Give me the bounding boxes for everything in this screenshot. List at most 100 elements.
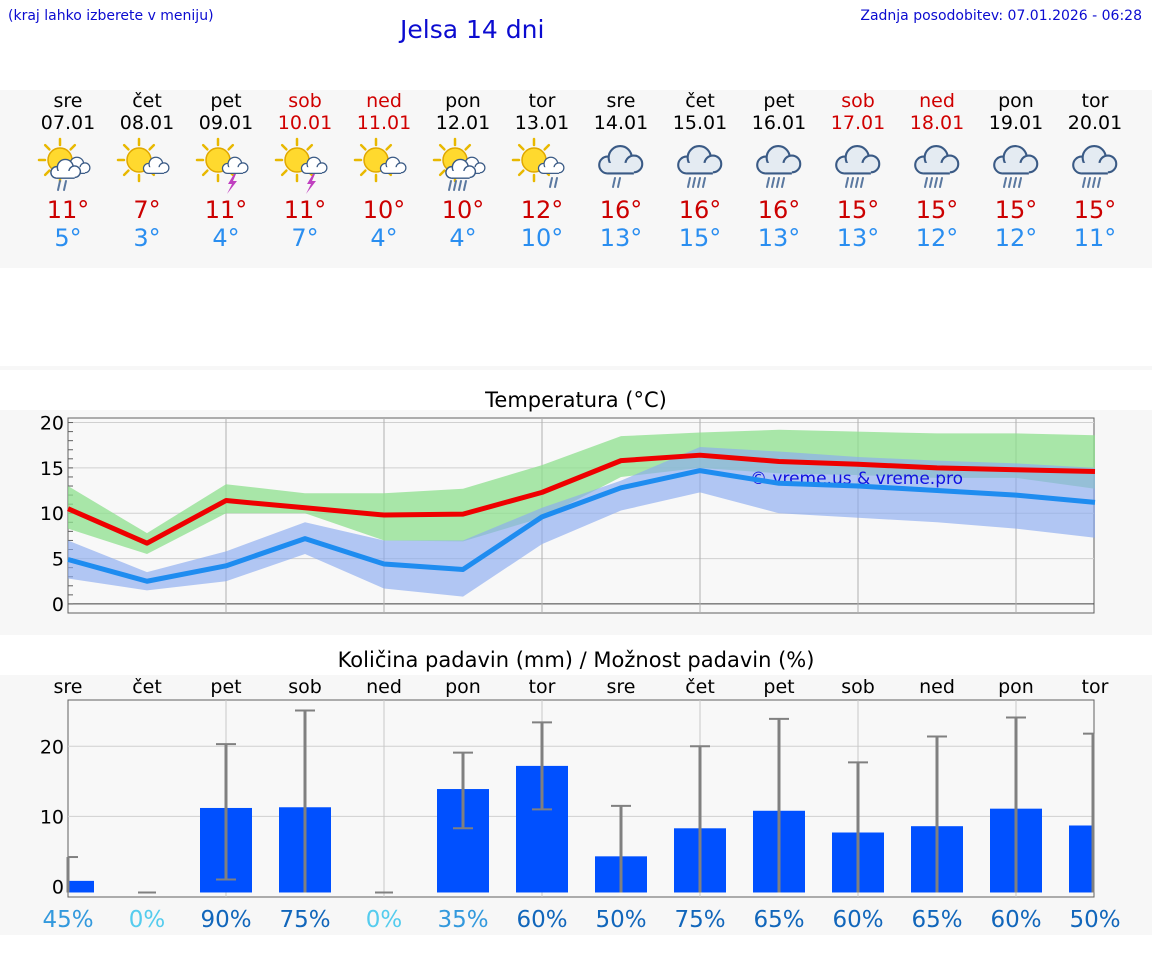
y-tick-label: 10	[40, 806, 64, 828]
cloud-heavy-rain-icon	[1072, 145, 1118, 188]
day-column: sre 14.01 16° 13°	[581, 90, 661, 252]
min-temperature: 4°	[370, 224, 398, 252]
day-name: pet	[210, 90, 242, 112]
lightning-bolt	[227, 174, 237, 194]
precipitation-chart-title: Količina padavin (mm) / Možnost padavin …	[337, 648, 815, 672]
day-date: 08.01	[119, 112, 175, 134]
cloud-shape	[677, 145, 723, 175]
day-name: čet	[685, 90, 715, 112]
rain-drops	[612, 177, 621, 188]
day-name: tor	[528, 90, 556, 112]
day-name: ned	[366, 90, 402, 112]
page-title: Jelsa 14 dni	[400, 15, 545, 44]
min-temperature: 11°	[1073, 224, 1117, 252]
category-label: čet	[685, 676, 715, 698]
min-temperature: 12°	[994, 224, 1038, 252]
max-temperature: 15°	[915, 196, 959, 224]
location-hint[interactable]: (kraj lahko izberete v meniju)	[8, 8, 214, 24]
category-label: ned	[366, 676, 402, 698]
day-column: tor 20.01 15° 11°	[1055, 90, 1135, 252]
category-label: ned	[919, 676, 955, 698]
y-tick-label: 20	[40, 736, 64, 758]
rain-drops	[57, 180, 67, 191]
day-column: tor 13.01 12° 10°	[502, 90, 582, 252]
cloud-shape	[445, 158, 477, 179]
day-date: 19.01	[988, 112, 1044, 134]
precipitation-probability: 75%	[674, 907, 725, 933]
day-name: sre	[53, 90, 83, 112]
max-temperature: 7°	[133, 196, 161, 224]
day-date: 07.01	[40, 112, 96, 134]
category-label: sre	[607, 676, 636, 698]
rain-drops	[1003, 177, 1022, 188]
sun-cloud-thunder-icon	[195, 137, 249, 194]
rain-drops	[549, 177, 558, 188]
precipitation-probability: 65%	[753, 907, 804, 933]
max-temperature: 16°	[678, 196, 722, 224]
day-name: sre	[606, 90, 636, 112]
rain-drops	[845, 177, 864, 188]
category-label: pet	[763, 676, 794, 698]
rain-drops	[687, 177, 706, 188]
max-temperature: 15°	[1073, 196, 1117, 224]
rain-drops	[766, 177, 785, 188]
precipitation-probability: 60%	[832, 907, 883, 933]
category-label: pet	[210, 676, 241, 698]
min-temperature: 13°	[599, 224, 643, 252]
day-column: pon 12.01 10° 4°	[423, 90, 503, 252]
max-temperature: 11°	[46, 196, 90, 224]
y-tick-label: 20	[40, 413, 64, 435]
cloud-shape	[756, 145, 802, 175]
max-temperature: 15°	[994, 196, 1038, 224]
precipitation-probability: 60%	[990, 907, 1041, 933]
precipitation-probability: 35%	[437, 907, 488, 933]
min-temperature: 15°	[678, 224, 722, 252]
daily-forecast: sre 07.01 11° 5° čet 08.01 7° 3° pet 09.01 11° 4° so…	[0, 90, 1152, 265]
precipitation-probability: 90%	[200, 907, 251, 933]
day-date: 17.01	[830, 112, 886, 134]
category-label: čet	[132, 676, 162, 698]
day-name: tor	[1081, 90, 1109, 112]
y-tick-label: 0	[52, 876, 64, 898]
precipitation-chart: 0 10 20 sre čet pet sob ned pon tor sre čet pet sob ne…	[40, 676, 1121, 933]
day-date: 09.01	[198, 112, 254, 134]
max-temperature: 16°	[599, 196, 643, 224]
cloud-shape	[1072, 145, 1118, 175]
sun-cloud-icon	[116, 137, 170, 183]
precipitation-probability: 50%	[1069, 907, 1120, 933]
day-name: sob	[288, 90, 322, 112]
day-column: ned 11.01 10° 4°	[344, 90, 424, 252]
cloud-shape	[50, 158, 82, 179]
day-date: 11.01	[356, 112, 412, 134]
day-date: 20.01	[1067, 112, 1123, 134]
day-column: čet 15.01 16° 15°	[660, 90, 740, 252]
min-temperature: 4°	[449, 224, 477, 252]
cloud-shape	[835, 145, 881, 175]
day-column: čet 08.01 7° 3°	[107, 90, 187, 252]
precipitation-probability: 0%	[366, 907, 403, 933]
last-updated: Zadnja posodobitev: 07.01.2026 - 06:28	[860, 8, 1142, 24]
category-label: sob	[288, 676, 322, 698]
y-tick-label: 10	[40, 503, 64, 525]
cloud-shape	[914, 145, 960, 175]
day-date: 16.01	[751, 112, 807, 134]
y-tick-label: 5	[52, 549, 64, 571]
forecast-strip-background	[0, 90, 1152, 268]
rain-drops	[924, 177, 943, 188]
precipitation-probability: 60%	[516, 907, 567, 933]
max-temperature: 11°	[283, 196, 327, 224]
max-temperature: 10°	[441, 196, 485, 224]
cloud-heavy-rain-icon	[835, 145, 881, 188]
separator	[0, 366, 1152, 370]
max-temperature: 16°	[757, 196, 801, 224]
precipitation-bar	[68, 880, 94, 893]
precipitation-probability: 45%	[42, 907, 93, 933]
cloud-shape	[993, 145, 1039, 175]
min-temperature: 5°	[54, 224, 82, 252]
category-label: pon	[445, 676, 481, 698]
sun-cloud-thunder-icon	[274, 137, 328, 194]
day-name: pon	[998, 90, 1034, 112]
day-date: 13.01	[514, 112, 570, 134]
precipitation-probability: 75%	[279, 907, 330, 933]
precipitation-probability: 65%	[911, 907, 962, 933]
